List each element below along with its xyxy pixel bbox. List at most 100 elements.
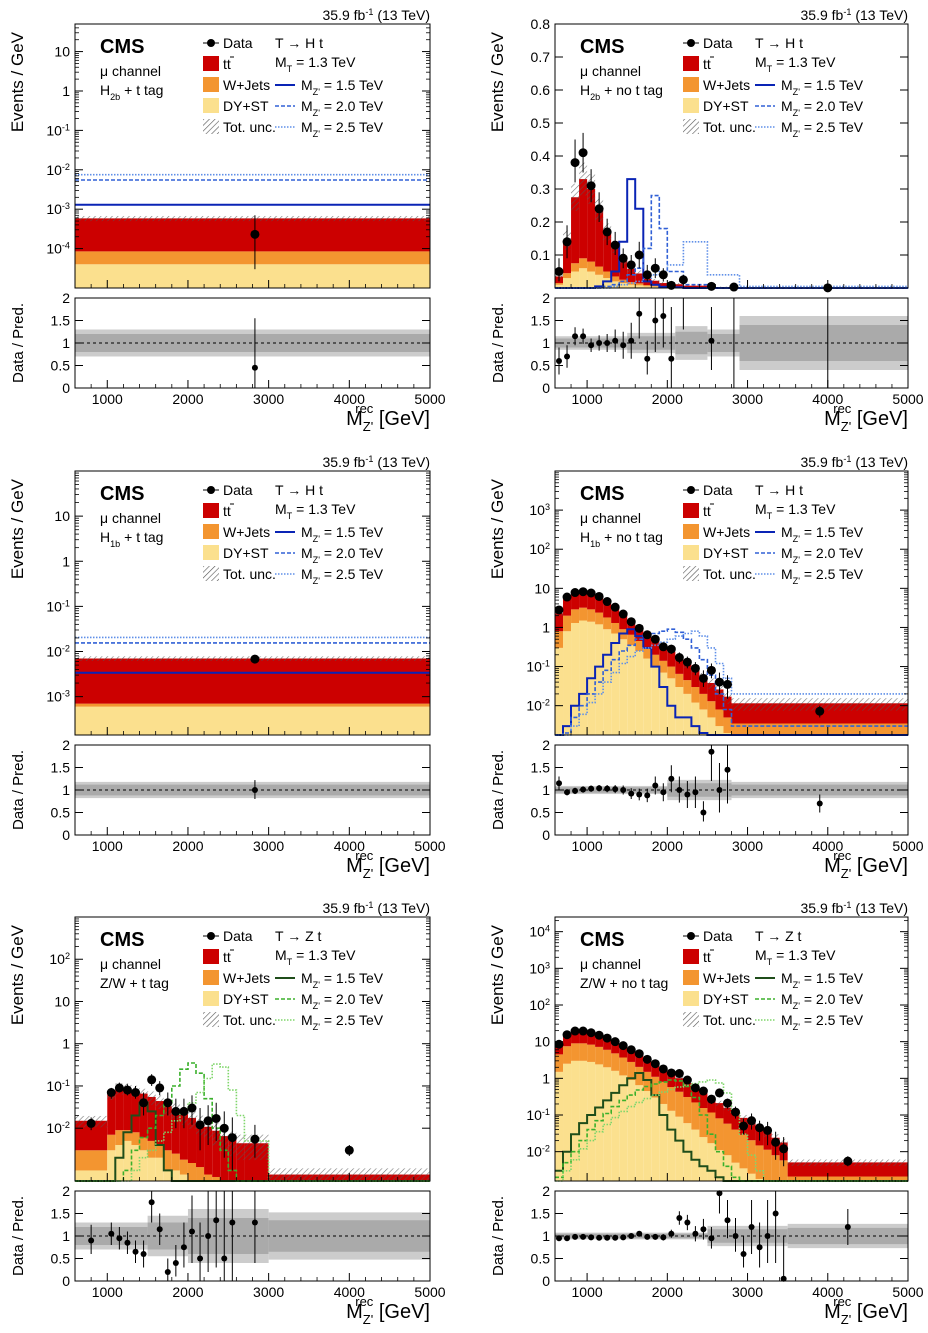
data-point bbox=[610, 602, 620, 612]
signal-process-label: T → Z t bbox=[755, 928, 802, 944]
ratio-y-tick-label: 2 bbox=[62, 1183, 70, 1199]
data-point bbox=[594, 591, 604, 601]
ttbar-bar bbox=[619, 259, 628, 280]
data-point bbox=[678, 275, 688, 285]
channel-label: μ channel bbox=[580, 956, 641, 972]
data-point bbox=[602, 227, 612, 237]
dyst-bar bbox=[115, 1145, 124, 1181]
ttbar-bar bbox=[107, 1093, 116, 1135]
dyst-bar bbox=[579, 268, 588, 288]
ttbar-bar bbox=[187, 1117, 197, 1164]
wjets-bar bbox=[123, 1130, 132, 1141]
ratio-point bbox=[564, 789, 571, 796]
x-tick-label: 4000 bbox=[812, 1284, 843, 1300]
wjets-bar bbox=[635, 283, 644, 286]
legend-signal-label: MZ' = 2.5 TeV bbox=[301, 1012, 384, 1032]
ratio-point bbox=[708, 337, 715, 344]
ttbar-bar bbox=[587, 189, 596, 262]
legend-unc: Tot. unc. bbox=[223, 566, 276, 582]
wjets-bar bbox=[691, 1102, 700, 1130]
lumi-label: 35.9 fb-1 (13 TeV) bbox=[801, 454, 908, 470]
data-point bbox=[219, 1123, 229, 1133]
data-point bbox=[106, 1088, 116, 1098]
ratio-point bbox=[188, 1228, 195, 1235]
wjets-bar bbox=[131, 1132, 140, 1146]
x-tick-label: 5000 bbox=[414, 391, 445, 407]
ttbar-bar bbox=[603, 231, 612, 272]
wjets-bar bbox=[603, 1049, 612, 1068]
ttbar-bar bbox=[115, 1088, 124, 1131]
ratio-point bbox=[197, 1255, 204, 1262]
ttbar-bar bbox=[579, 179, 588, 259]
ratio-point bbox=[816, 800, 823, 807]
data-point bbox=[747, 1116, 757, 1126]
ttbar-bar bbox=[691, 1088, 700, 1103]
cms-label: CMS bbox=[580, 929, 624, 951]
dyst-bar bbox=[667, 1110, 676, 1181]
unc-band bbox=[675, 1076, 684, 1081]
x-tick-label: 2000 bbox=[172, 838, 203, 854]
ratio-point bbox=[612, 337, 619, 344]
ratio-point bbox=[108, 1230, 115, 1237]
dyst-bar bbox=[587, 1061, 596, 1181]
data-point bbox=[618, 609, 628, 619]
dyst-bar bbox=[75, 264, 430, 288]
signal-process-label: T → Z t bbox=[275, 928, 322, 944]
ratio-point bbox=[148, 1199, 155, 1206]
ratio-y-tick-label: 0.5 bbox=[51, 805, 71, 821]
dyst-bar bbox=[715, 726, 724, 735]
wjets-bar bbox=[171, 1153, 180, 1171]
data-point bbox=[658, 1064, 668, 1074]
data-point bbox=[626, 260, 636, 270]
data-point bbox=[666, 644, 676, 654]
x-tick-label: 1000 bbox=[572, 1284, 603, 1300]
ratio-y-axis-label: Data / Pred. bbox=[490, 750, 507, 830]
ratio-y-axis-label: Data / Pred. bbox=[490, 1196, 507, 1276]
y-tick-label: 10-1 bbox=[46, 122, 70, 138]
ttbar-bar bbox=[571, 592, 580, 610]
legend-data: Data bbox=[703, 482, 733, 498]
ttbar-bar bbox=[627, 620, 636, 635]
dyst-bar bbox=[555, 284, 564, 288]
data-point bbox=[650, 634, 660, 644]
wjets-bar bbox=[723, 717, 732, 734]
signal-process-label: T → H t bbox=[275, 482, 323, 498]
ratio-point bbox=[628, 790, 635, 797]
y-tick-label: 10-3 bbox=[46, 201, 70, 217]
ratio-point bbox=[780, 1275, 787, 1282]
legend-wjets: W+Jets bbox=[223, 77, 270, 93]
x-tick-label: 3000 bbox=[732, 838, 763, 854]
data-point bbox=[634, 1049, 644, 1059]
legend-signal-label: MZ' = 1.5 TeV bbox=[781, 970, 864, 990]
ratio-y-tick-label: 0.5 bbox=[531, 1251, 551, 1267]
ratio-point bbox=[716, 1190, 723, 1197]
ratio-y-tick-label: 1 bbox=[62, 1228, 70, 1244]
y-tick-label: 1 bbox=[62, 83, 70, 99]
dyst-bar bbox=[563, 631, 572, 735]
ratio-point bbox=[172, 1260, 179, 1266]
ratio-point bbox=[251, 364, 258, 371]
dyst-bar bbox=[123, 1140, 132, 1181]
wjets-bar bbox=[635, 1066, 644, 1086]
unc-band bbox=[571, 183, 580, 211]
legend-ttbar-swatch bbox=[683, 949, 699, 964]
wjets-bar bbox=[667, 666, 676, 679]
legend-signal-label: MZ' = 2.0 TeV bbox=[781, 545, 864, 565]
category-label: Z/W + no t tag bbox=[580, 975, 668, 991]
ttbar-bar bbox=[715, 689, 724, 710]
x-tick-label: 3000 bbox=[253, 838, 284, 854]
legend-ttbar-swatch bbox=[683, 503, 699, 518]
category-label: H1b + t tag bbox=[100, 529, 163, 549]
ratio-point bbox=[564, 1235, 571, 1242]
dyst-bar bbox=[651, 666, 660, 735]
dyst-bar bbox=[723, 1155, 732, 1181]
wjets-bar bbox=[563, 273, 572, 279]
ratio-y-axis-label: Data / Pred. bbox=[10, 1196, 27, 1276]
ratio-point bbox=[580, 786, 587, 793]
legend-ttbar: tt bbox=[223, 503, 231, 519]
data-point bbox=[674, 653, 684, 663]
dyst-bar bbox=[627, 645, 636, 735]
mt-label: MT = 1.3 TeV bbox=[275, 947, 356, 967]
ratio-point bbox=[636, 791, 643, 798]
x-tick-label: 2000 bbox=[172, 1284, 203, 1300]
